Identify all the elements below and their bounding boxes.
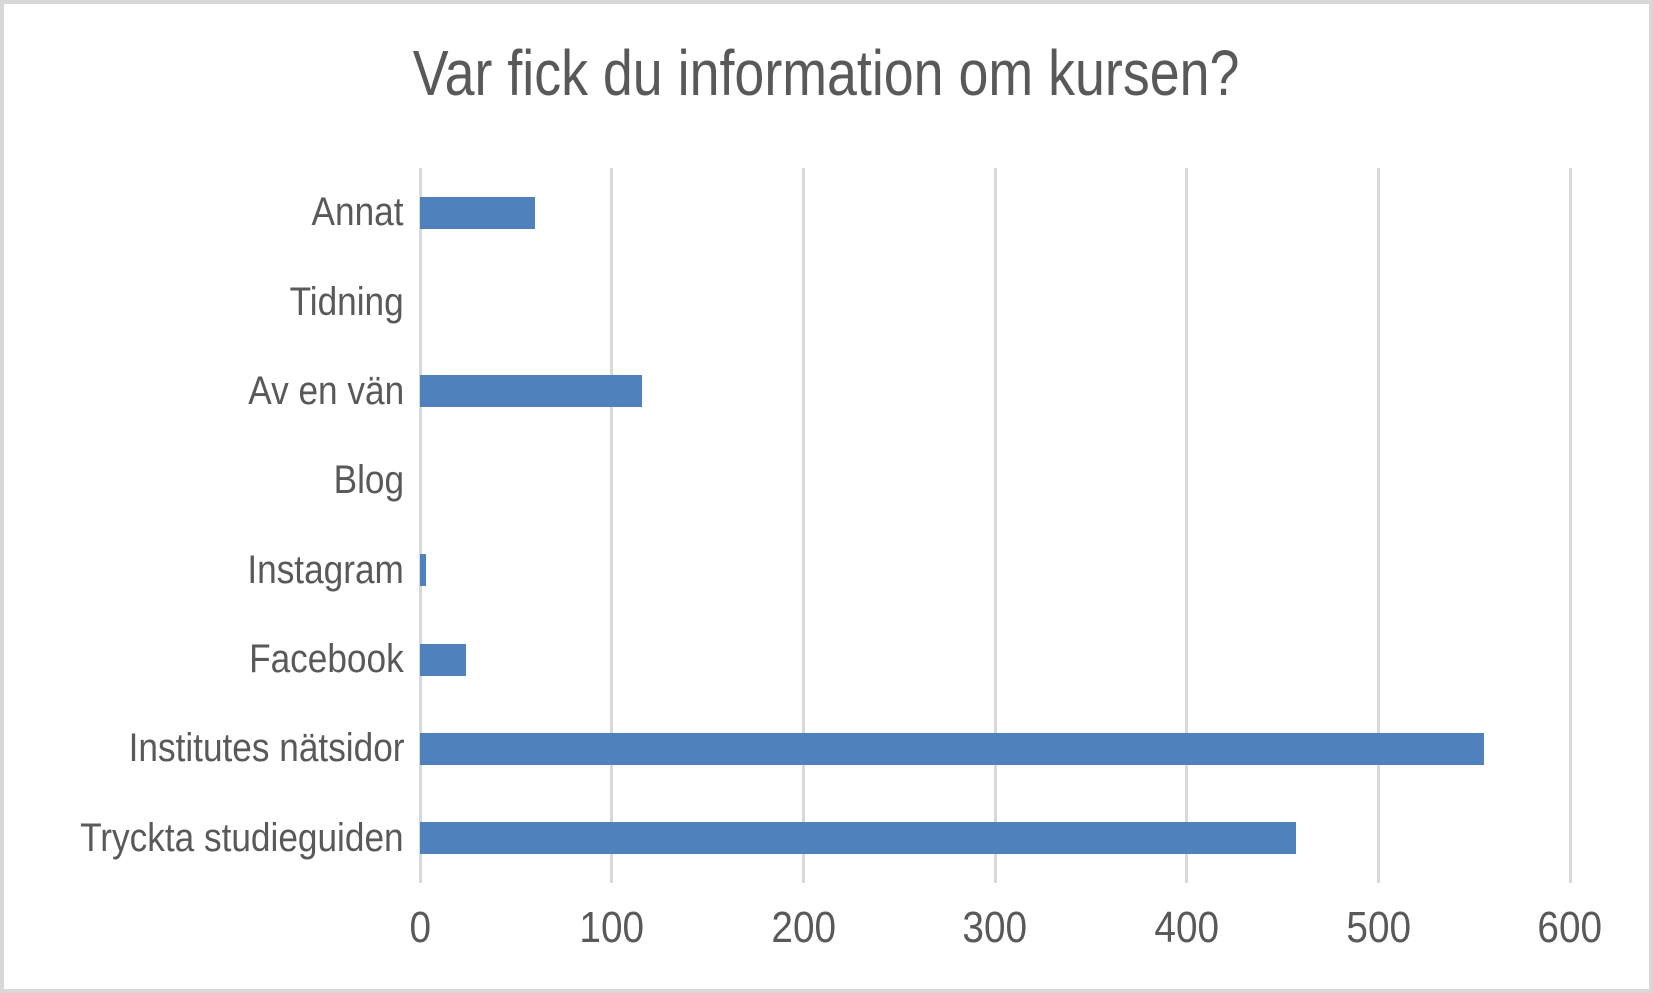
x-tick-label-text: 0 bbox=[409, 903, 431, 952]
bar-row-tidning bbox=[420, 257, 1570, 346]
gridline-0 bbox=[418, 168, 422, 883]
category-label-text: Annat bbox=[312, 190, 404, 235]
x-tick-label-500: 500 bbox=[1278, 903, 1478, 953]
x-tick-label-text: 200 bbox=[771, 903, 836, 952]
bar-tryckta-studieguiden bbox=[420, 822, 1296, 855]
category-label-av-en-v-n: Av en vän bbox=[4, 347, 416, 436]
x-tick-label-100: 100 bbox=[512, 903, 712, 953]
category-label-text: Tidning bbox=[289, 279, 404, 324]
chart-title: Var fick du information om kursen? bbox=[4, 37, 1649, 109]
category-label-annat: Annat bbox=[4, 168, 416, 257]
bar-av-en-v-n bbox=[420, 375, 643, 408]
category-label-text: Instagram bbox=[247, 547, 404, 592]
bar-annat bbox=[420, 196, 535, 229]
category-label-text: Blog bbox=[333, 458, 404, 503]
x-tick-label-0: 0 bbox=[320, 903, 520, 953]
bar-row-blog bbox=[420, 436, 1570, 525]
y-axis-category-labels: Annat Tidning Av en vän Blog Instagram Facebo… bbox=[4, 168, 416, 883]
x-axis-tick-labels: 0 100 200 300 400 500 600 bbox=[409, 903, 1602, 967]
gridline-600 bbox=[1568, 168, 1572, 883]
category-label-facebook: Facebook bbox=[4, 615, 416, 704]
category-label-text: Tryckta studieguiden bbox=[80, 815, 404, 860]
category-label-institutes-n-tsidor: Institutes nätsidor bbox=[4, 704, 416, 793]
x-tick-label-300: 300 bbox=[895, 903, 1095, 953]
bar-row-av-en-v-n bbox=[420, 347, 1570, 436]
x-tick-label-text: 600 bbox=[1537, 903, 1603, 952]
x-tick-label-200: 200 bbox=[703, 903, 903, 953]
category-label-text: Institutes nätsidor bbox=[128, 726, 404, 771]
plot-area bbox=[418, 168, 1572, 883]
bar-institutes-n-tsidor bbox=[420, 732, 1484, 765]
gridline-300 bbox=[993, 168, 997, 883]
chart-title-text: Var fick du information om kursen? bbox=[413, 37, 1240, 109]
x-tick-label-text: 100 bbox=[579, 903, 644, 952]
x-tick-label-600: 600 bbox=[1470, 903, 1649, 953]
bar-row-tryckta-studieguiden bbox=[420, 794, 1570, 883]
bar-row-instagram bbox=[420, 526, 1570, 615]
gridline-500 bbox=[1376, 168, 1380, 883]
x-tick-label-text: 500 bbox=[1346, 903, 1411, 952]
category-label-blog: Blog bbox=[4, 436, 416, 525]
bar-rows bbox=[420, 168, 1570, 883]
gridline-100 bbox=[610, 168, 614, 883]
category-label-instagram: Instagram bbox=[4, 526, 416, 615]
gridline-400 bbox=[1185, 168, 1189, 883]
bar-facebook bbox=[420, 643, 466, 676]
x-tick-label-text: 300 bbox=[962, 903, 1028, 952]
bar-row-facebook bbox=[420, 615, 1570, 704]
bar-row-annat bbox=[420, 168, 1570, 257]
gridline-200 bbox=[801, 168, 805, 883]
x-tick-label-400: 400 bbox=[1087, 903, 1287, 953]
x-tick-label-text: 400 bbox=[1154, 903, 1219, 952]
bar-row-institutes-n-tsidor bbox=[420, 704, 1570, 793]
category-label-tidning: Tidning bbox=[4, 257, 416, 346]
bar-instagram bbox=[420, 554, 426, 587]
category-label-text: Av en vän bbox=[248, 368, 404, 413]
category-label-tryckta-studieguiden: Tryckta studieguiden bbox=[4, 794, 416, 883]
category-label-text: Facebook bbox=[249, 637, 404, 682]
